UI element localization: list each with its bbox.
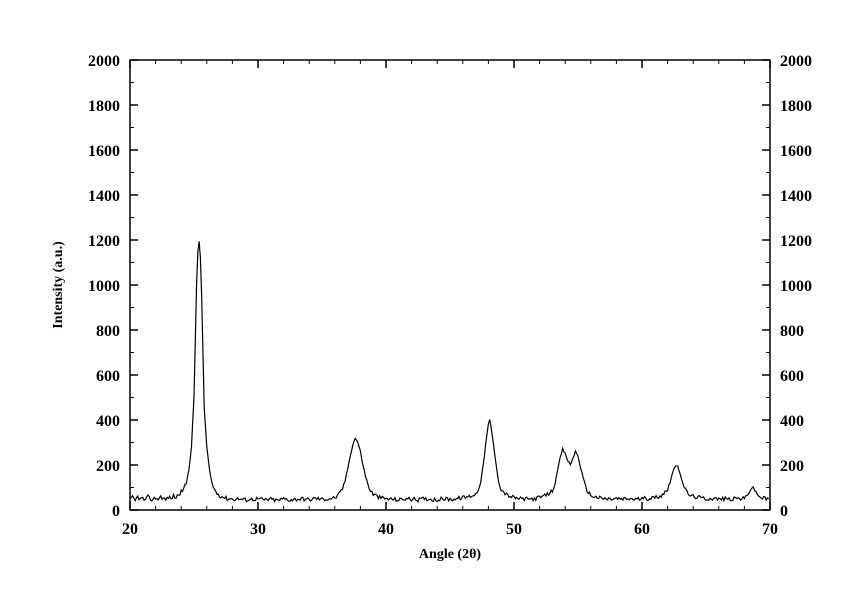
y-tick-label-left: 2000 bbox=[88, 53, 120, 70]
y-tick-label-left: 200 bbox=[96, 458, 120, 475]
x-tick-label: 70 bbox=[762, 521, 778, 538]
x-tick-label: 60 bbox=[634, 521, 650, 538]
x-tick-label: 20 bbox=[122, 521, 138, 538]
y-tick-label-right: 1200 bbox=[780, 233, 812, 250]
y-tick-label-right: 1600 bbox=[780, 143, 812, 160]
y-tick-label-right: 1000 bbox=[780, 278, 812, 295]
x-tick-label: 30 bbox=[250, 521, 266, 538]
y-tick-label-left: 1400 bbox=[88, 188, 120, 205]
y-tick-label-left: 0 bbox=[112, 503, 120, 520]
y-tick-label-left: 1600 bbox=[88, 143, 120, 160]
y-tick-label-right: 400 bbox=[780, 413, 804, 430]
y-tick-label-right: 0 bbox=[780, 503, 788, 520]
y-tick-label-right: 1800 bbox=[780, 98, 812, 115]
x-tick-label: 40 bbox=[378, 521, 394, 538]
xrd-chart: 2030405060700020020040040060060080080010… bbox=[0, 0, 868, 610]
chart-svg: 2030405060700020020040040060060080080010… bbox=[0, 0, 868, 610]
y-tick-label-left: 600 bbox=[96, 368, 120, 385]
y-tick-label-left: 1000 bbox=[88, 278, 120, 295]
x-axis-label: Angle (2θ) bbox=[419, 547, 481, 562]
y-tick-label-right: 800 bbox=[780, 323, 804, 340]
y-tick-label-left: 1800 bbox=[88, 98, 120, 115]
y-tick-label-left: 1200 bbox=[88, 233, 120, 250]
y-tick-label-left: 800 bbox=[96, 323, 120, 340]
y-axis-label: Intensity (a.u.) bbox=[51, 241, 66, 329]
x-tick-label: 50 bbox=[506, 521, 522, 538]
y-tick-label-right: 1400 bbox=[780, 188, 812, 205]
y-tick-label-right: 600 bbox=[780, 368, 804, 385]
y-tick-label-right: 2000 bbox=[780, 53, 812, 70]
y-tick-label-right: 200 bbox=[780, 458, 804, 475]
y-tick-label-left: 400 bbox=[96, 413, 120, 430]
